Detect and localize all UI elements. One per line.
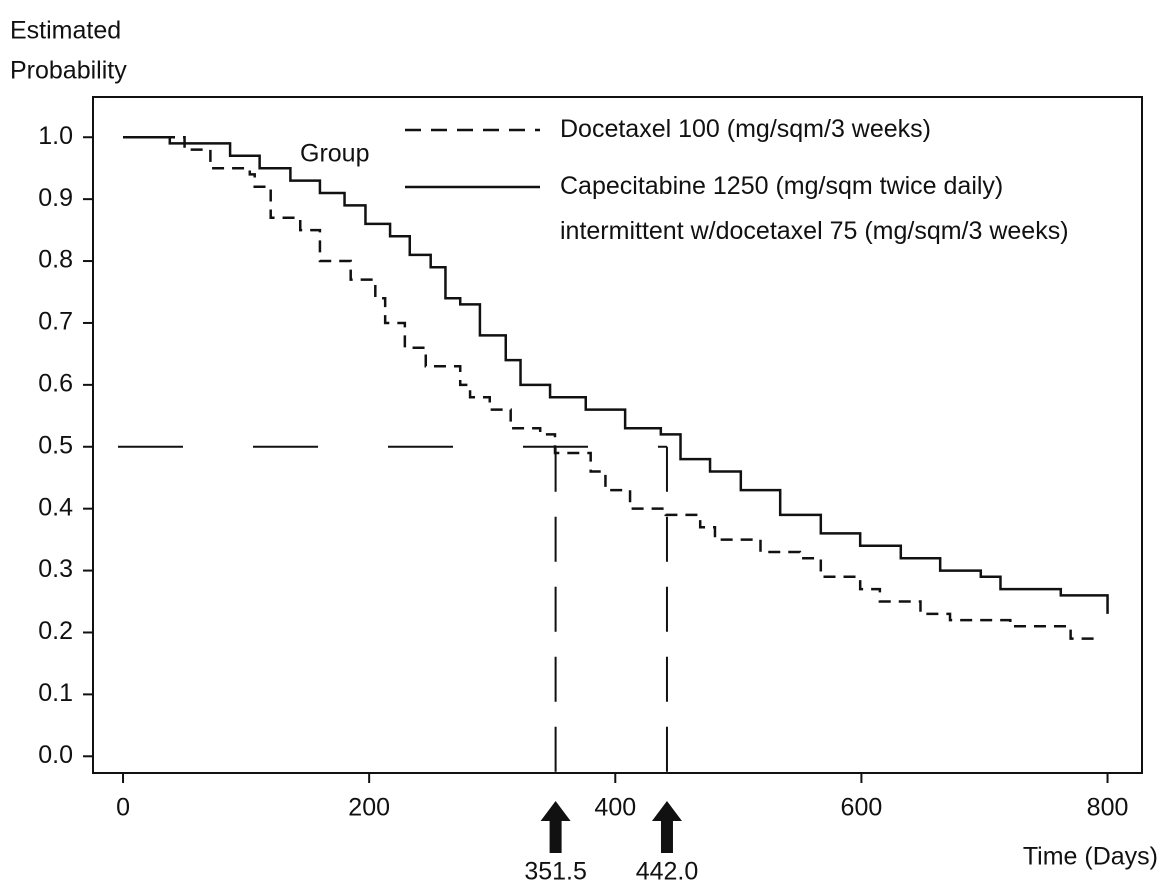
y-tick-label: 1.0 bbox=[38, 122, 73, 150]
y-tick-label: 0.7 bbox=[38, 308, 73, 336]
y-axis-label: Probability bbox=[10, 57, 127, 85]
y-tick-label: 0.1 bbox=[38, 679, 73, 707]
x-tick-label: 600 bbox=[841, 794, 883, 822]
y-axis-label: Estimated bbox=[10, 17, 121, 45]
legend-line: Capecitabine 1250 (mg/sqm twice daily) bbox=[560, 172, 1003, 200]
median-arrow bbox=[651, 801, 682, 853]
x-tick-label: 800 bbox=[1087, 794, 1129, 822]
legend-label: Docetaxel 100 (mg/sqm/3 weeks) bbox=[560, 115, 931, 143]
survival-curve bbox=[123, 135, 1109, 614]
y-tick-label: 0.0 bbox=[38, 741, 73, 769]
survival-curve bbox=[123, 135, 1101, 640]
plot-frame bbox=[92, 96, 1143, 774]
legend-line: intermittent w/docetaxel 75 (mg/sqm/3 we… bbox=[560, 217, 1069, 245]
y-tick-label: 0.8 bbox=[38, 246, 73, 274]
median-arrow bbox=[540, 801, 571, 853]
y-tick-label: 0.6 bbox=[38, 369, 73, 397]
median-label: 442.0 bbox=[636, 858, 699, 886]
median-label: 351.5 bbox=[524, 858, 587, 886]
x-tick-label: 0 bbox=[116, 794, 130, 822]
y-tick-label: 0.4 bbox=[38, 493, 73, 521]
y-tick-label: 0.3 bbox=[38, 555, 73, 583]
legend-line: Docetaxel 100 (mg/sqm/3 weeks) bbox=[560, 115, 931, 143]
y-tick-label: 0.9 bbox=[38, 184, 73, 212]
x-tick-label: 400 bbox=[594, 794, 636, 822]
legend-title: Group bbox=[300, 140, 369, 168]
y-tick-label: 0.2 bbox=[38, 617, 73, 645]
x-axis-label: Time (Days) bbox=[1023, 843, 1158, 871]
x-tick-label: 200 bbox=[348, 794, 390, 822]
y-tick-label: 0.5 bbox=[38, 431, 73, 459]
legend-label: Capecitabine 1250 (mg/sqm twice daily) in… bbox=[560, 172, 1069, 245]
